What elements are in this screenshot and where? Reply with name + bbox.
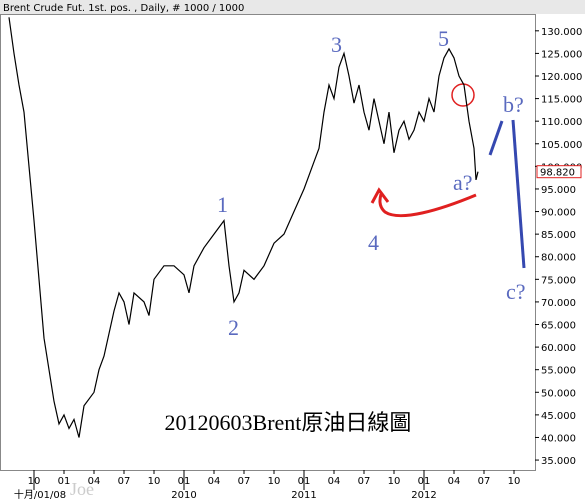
y-tick-label: 90.000 — [541, 208, 576, 219]
x-tick-label: 10 — [148, 476, 161, 487]
x-major-label: 2010 — [171, 490, 196, 501]
y-tick-label: 80.000 — [541, 253, 576, 264]
plot-frame — [0, 14, 536, 471]
red-arrowhead — [370, 187, 390, 204]
y-tick-label: 65.000 — [541, 321, 576, 332]
wave-label: a? — [453, 170, 473, 195]
y-tick-label: 45.000 — [541, 411, 576, 422]
chart-title: 20120603Brent原油日線圖 — [165, 410, 412, 435]
y-tick-label: 75.000 — [541, 275, 576, 286]
watermark: Joe — [70, 479, 94, 499]
x-tick-label: 07 — [238, 476, 251, 487]
x-tick-label: 04 — [328, 476, 341, 487]
price-line — [8, 17, 479, 438]
red-arrow — [378, 193, 477, 218]
y-tick-label: 60.000 — [541, 343, 576, 354]
y-tick-label: 110.000 — [541, 117, 582, 128]
x-major-label: 2012 — [411, 490, 436, 501]
x-major-label: 十月/01/08 — [14, 488, 66, 501]
last-price-box — [536, 165, 582, 179]
x-tick-label: 04 — [448, 476, 461, 487]
x-tick-label: 07 — [358, 476, 371, 487]
y-tick-label: 115.000 — [541, 95, 582, 106]
last-price-label: 98.820 — [540, 168, 575, 179]
projection-line — [488, 120, 504, 156]
header-bar — [0, 0, 585, 14]
y-tick-label: 105.000 — [541, 140, 582, 151]
header: Brent Crude Fut. 1st. pos. , Daily, # 10… — [3, 3, 244, 14]
wave-label: 3 — [331, 32, 342, 57]
wave-label: b? — [503, 92, 524, 117]
projection-line — [511, 119, 526, 269]
y-tick-label: 95.000 — [541, 185, 576, 196]
y-tick-label: 40.000 — [541, 433, 576, 444]
x-tick-label: 10 — [268, 476, 281, 487]
wave-label: c? — [506, 279, 526, 304]
x-tick-label: 10 — [388, 476, 401, 487]
x-tick-label: 01 — [58, 476, 71, 487]
x-major-label: 2011 — [291, 490, 316, 501]
x-tick-label: 04 — [88, 476, 101, 487]
x-tick-label: 07 — [478, 476, 491, 487]
y-tick-label: 130.000 — [541, 27, 582, 38]
y-tick-label: 70.000 — [541, 298, 576, 309]
x-tick-label: 04 — [208, 476, 221, 487]
wave-label: 5 — [438, 26, 449, 51]
y-tick-label: 35.000 — [541, 456, 576, 467]
wave-label: 2 — [228, 315, 239, 340]
y-tick-label: 125.000 — [541, 49, 582, 60]
wave-label: 4 — [368, 230, 379, 255]
y-tick-label: 120.000 — [541, 72, 582, 83]
y-tick-label: 55.000 — [541, 366, 576, 377]
y-tick-label: 50.000 — [541, 388, 576, 399]
y-tick-label: 85.000 — [541, 230, 576, 241]
x-tick-label: 10 — [508, 476, 521, 487]
x-tick-label: 07 — [118, 476, 131, 487]
wave-label: 1 — [217, 192, 228, 217]
